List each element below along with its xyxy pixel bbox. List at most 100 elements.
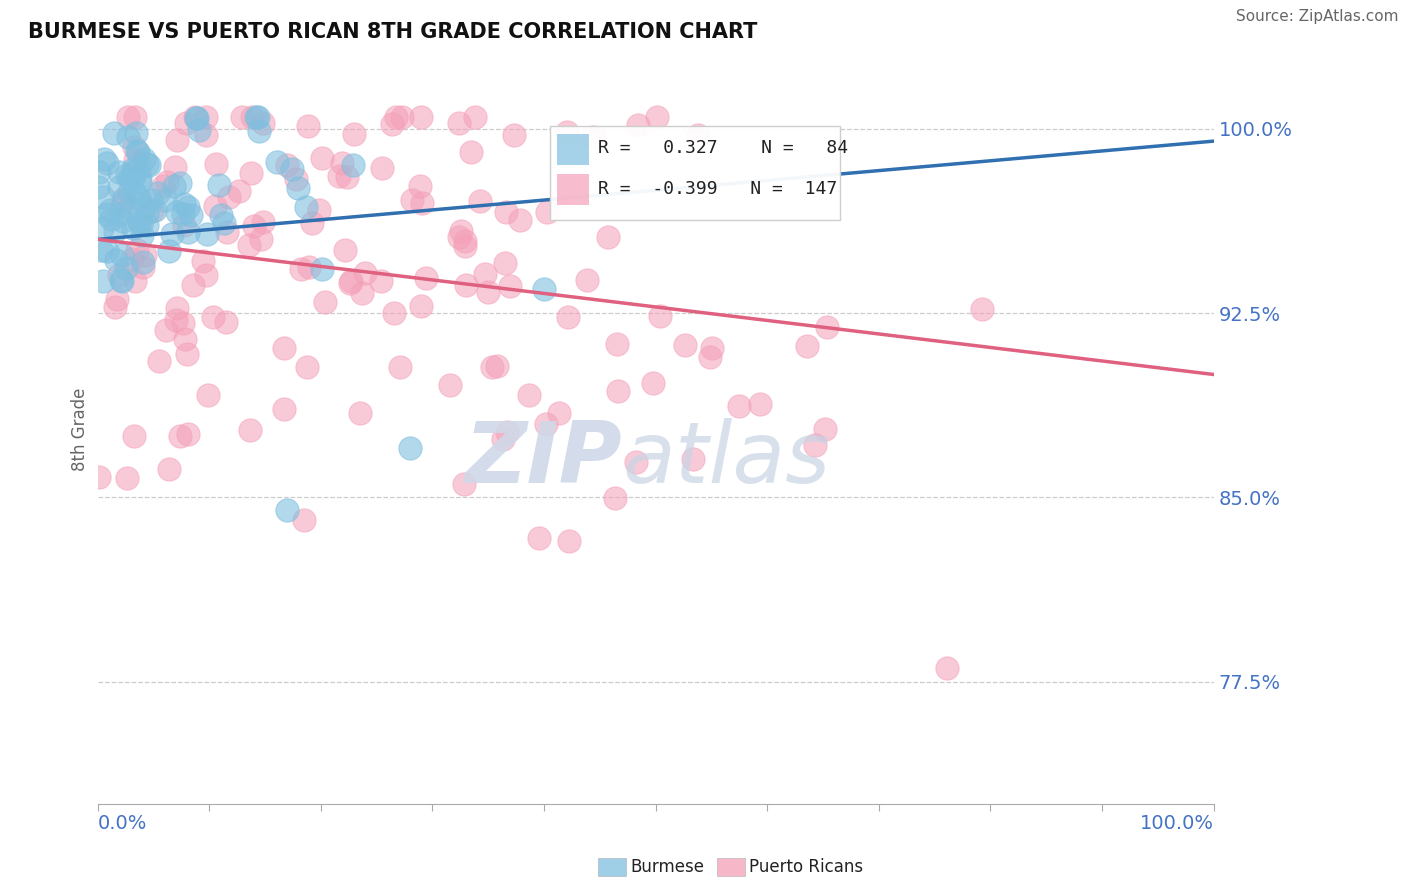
- Point: [495, 205, 517, 219]
- Point: [111, 213, 134, 227]
- Point: [212, 216, 235, 230]
- Point: [205, 157, 228, 171]
- Point: [127, 162, 149, 177]
- Point: [111, 248, 134, 262]
- Point: [297, 120, 319, 134]
- Text: Puerto Ricans: Puerto Ricans: [749, 858, 863, 876]
- Point: [340, 274, 363, 288]
- Point: [252, 215, 274, 229]
- Point: [104, 253, 127, 268]
- Point: [281, 161, 304, 176]
- Point: [266, 155, 288, 169]
- Point: [110, 198, 132, 212]
- Point: [136, 219, 159, 233]
- Point: [89, 470, 111, 484]
- Point: [165, 161, 187, 175]
- Point: [527, 531, 550, 545]
- Point: [96, 156, 118, 170]
- Point: [132, 152, 155, 166]
- Point: [477, 285, 499, 300]
- Point: [682, 452, 704, 467]
- Point: [353, 266, 375, 280]
- Point: [156, 175, 179, 189]
- Point: [195, 110, 218, 124]
- Point: [342, 158, 364, 172]
- Point: [474, 267, 496, 281]
- Point: [100, 211, 122, 226]
- Point: [209, 208, 232, 222]
- Point: [166, 204, 188, 219]
- Point: [295, 359, 318, 374]
- Point: [936, 661, 959, 675]
- Point: [415, 271, 437, 285]
- Point: [160, 227, 183, 242]
- Point: [155, 323, 177, 337]
- Point: [245, 110, 267, 124]
- Point: [454, 239, 477, 253]
- Point: [409, 299, 432, 313]
- Point: [481, 359, 503, 374]
- Point: [108, 268, 131, 282]
- Point: [464, 110, 486, 124]
- Point: [536, 204, 558, 219]
- Point: [408, 178, 430, 193]
- Text: Burmese: Burmese: [630, 858, 704, 876]
- Point: [91, 221, 114, 235]
- Point: [607, 384, 630, 398]
- Point: [143, 203, 166, 218]
- Point: [370, 274, 392, 288]
- Point: [174, 116, 197, 130]
- Point: [290, 261, 312, 276]
- Point: [533, 281, 555, 295]
- Point: [104, 224, 127, 238]
- Point: [128, 175, 150, 189]
- Point: [453, 234, 475, 248]
- Point: [311, 262, 333, 277]
- Point: [627, 118, 650, 132]
- Point: [172, 316, 194, 330]
- Point: [90, 243, 112, 257]
- Point: [388, 360, 411, 375]
- Point: [673, 338, 696, 352]
- Point: [575, 273, 598, 287]
- Point: [118, 202, 141, 216]
- Point: [804, 438, 827, 452]
- Point: [972, 302, 994, 317]
- Point: [183, 110, 205, 124]
- Point: [298, 260, 321, 275]
- Point: [401, 194, 423, 208]
- Point: [177, 427, 200, 442]
- Point: [103, 127, 125, 141]
- Point: [447, 116, 470, 130]
- Point: [796, 338, 818, 352]
- Point: [215, 315, 238, 329]
- Point: [486, 359, 509, 373]
- Point: [191, 254, 214, 268]
- Point: [169, 176, 191, 190]
- Point: [276, 158, 298, 172]
- Point: [138, 159, 160, 173]
- Point: [183, 277, 205, 292]
- Point: [122, 170, 145, 185]
- Point: [509, 212, 531, 227]
- Point: [468, 194, 491, 209]
- Point: [129, 217, 152, 231]
- Point: [238, 238, 260, 252]
- Point: [173, 332, 195, 346]
- Point: [582, 130, 605, 145]
- Point: [134, 248, 156, 262]
- Point: [146, 186, 169, 201]
- Point: [195, 128, 218, 142]
- Point: [117, 185, 139, 199]
- Point: [117, 110, 139, 124]
- Point: [173, 218, 195, 232]
- Point: [165, 313, 187, 327]
- Text: R =   0.327    N =   84: R = 0.327 N = 84: [598, 139, 848, 157]
- Point: [598, 229, 620, 244]
- Point: [107, 165, 129, 179]
- Point: [450, 224, 472, 238]
- Point: [124, 186, 146, 201]
- Point: [136, 206, 159, 220]
- Point: [328, 169, 350, 183]
- Point: [112, 193, 135, 207]
